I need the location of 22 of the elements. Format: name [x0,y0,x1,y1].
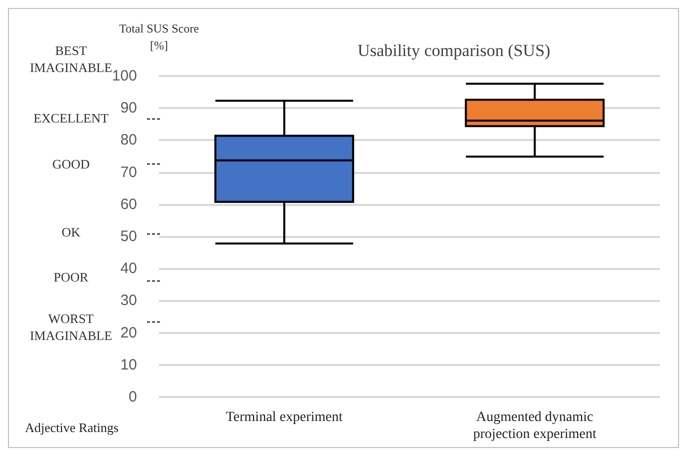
y-tick-label: 80 [120,132,137,149]
y-axis-title: Total SUS Score [%] [119,22,199,52]
x-tick-label: Terminal experiment [226,410,343,425]
text: Adjective Ratings [25,420,119,435]
y-tick-label: 0 [128,388,137,406]
text: WORST IMAGINABLE [30,311,112,343]
text: POOR [54,270,89,284]
text: BEST IMAGINABLE [30,43,112,75]
y-tick-label: 20 [120,324,137,342]
text: OK [62,224,81,240]
text: EXCELLENT [33,110,109,126]
y-tick-label: 30 [120,292,137,310]
chart-title: Usability comparison (SUS) [358,41,550,60]
text: GOOD [52,156,90,172]
y-tick-label: 50 [120,228,137,245]
y-tick-label: 60 [120,196,137,213]
y-tick-label: 70 [120,164,137,181]
y-tick-label: 90 [120,100,137,117]
y-tick-label: 40 [120,260,137,278]
x-tick-label: Augmented dynamic projection experiment [473,410,596,442]
y-tick-label: 10 [120,356,137,374]
y-tick-label: 100 [112,68,137,84]
